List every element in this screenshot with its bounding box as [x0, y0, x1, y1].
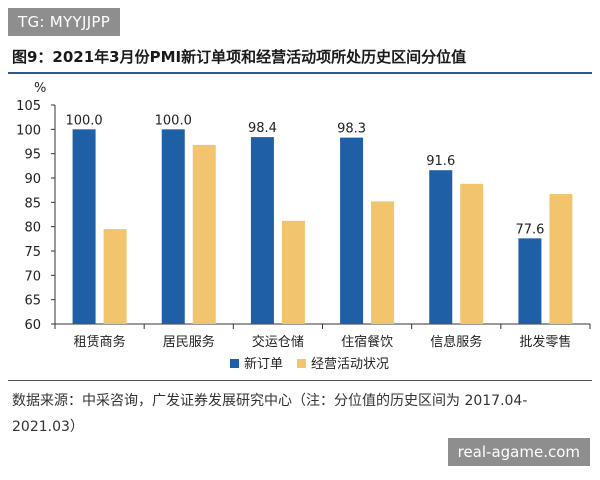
data-label: 98.3	[337, 122, 366, 137]
y-tick-label: 80	[24, 221, 41, 236]
y-tick-label: 60	[24, 318, 41, 333]
data-label: 77.6	[515, 222, 544, 237]
x-tick-label: 信息服务	[430, 334, 482, 350]
x-tick-label: 交运仓储	[252, 334, 304, 350]
bar-business-activity	[103, 229, 127, 324]
y-tick-label: 100	[16, 123, 41, 138]
bar-business-activity	[549, 194, 573, 324]
bar-new-orders	[250, 137, 274, 324]
bar-new-orders	[72, 129, 96, 324]
legend-label: 经营活动状况	[311, 357, 389, 372]
watermark-bottom: real-agame.com	[447, 438, 590, 466]
watermark-top: TG: MYYJJPP	[8, 8, 121, 36]
bar-new-orders	[161, 129, 185, 324]
x-tick-label: 住宿餐饮	[341, 334, 393, 350]
source-divider	[8, 380, 592, 381]
bar-new-orders	[340, 137, 364, 324]
data-label: 98.4	[248, 121, 277, 136]
data-label: 91.6	[426, 154, 455, 169]
data-label: 100.0	[65, 113, 102, 128]
bar-business-activity	[192, 144, 216, 324]
x-tick-label: 居民服务	[163, 334, 215, 350]
bar-business-activity	[371, 201, 395, 324]
x-tick-label: 租赁商务	[74, 334, 126, 350]
bar-chart: % 60 65 70 75 80 85 90 95 100 105 100.0 租赁商务 100.0 居民服…	[16, 81, 591, 372]
source-note: 数据来源：中采咨询，广发证券发展研究中心（注：分位值的历史区间为 2017.04…	[12, 393, 528, 435]
y-tick-label: 90	[24, 172, 41, 187]
legend-swatch	[297, 359, 306, 368]
y-tick-label: 70	[24, 269, 41, 284]
y-tick-label: 75	[24, 245, 41, 260]
y-tick-label: 105	[16, 99, 41, 114]
legend-swatch	[230, 359, 239, 368]
y-tick-label: 65	[24, 294, 41, 309]
y-axis-label: %	[34, 81, 46, 96]
title-divider	[8, 72, 592, 74]
y-tick-label: 85	[24, 196, 41, 211]
bar-business-activity	[460, 183, 484, 324]
data-label: 100.0	[155, 113, 192, 128]
y-tick-label: 95	[24, 148, 41, 163]
x-tick-label: 批发零售	[519, 334, 571, 350]
bar-business-activity	[281, 220, 305, 324]
bar-new-orders	[429, 170, 453, 324]
legend-label: 新订单	[244, 356, 283, 372]
bar-new-orders	[518, 238, 542, 324]
chart-title: 图9：2021年3月份PMI新订单项和经营活动项所处历史区间分位值	[12, 48, 467, 66]
